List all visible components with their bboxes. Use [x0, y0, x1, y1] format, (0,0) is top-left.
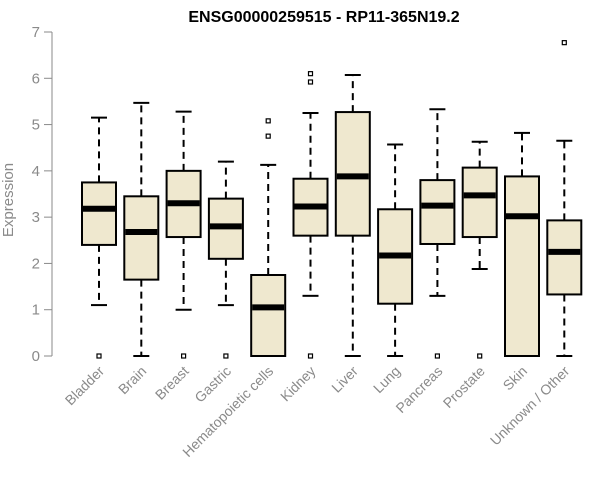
box-unknown-other: [546, 40, 583, 357]
box-pancreas: [419, 108, 456, 359]
chart-title: ENSG00000259515 - RP11-365N19.2: [188, 9, 459, 26]
box-lung: [377, 143, 414, 357]
x-tick-label: Lung: [370, 363, 403, 396]
boxes-group: [81, 40, 583, 359]
outlier-point: [307, 79, 314, 85]
y-tick-label: 4: [32, 163, 40, 180]
box-skin: [504, 131, 540, 357]
x-tick-label: Skin: [500, 363, 531, 394]
y-tick-label: 3: [32, 209, 40, 226]
iqr-box: [250, 274, 287, 357]
box-liver: [334, 74, 371, 357]
box-bladder: [81, 116, 117, 359]
outlier-point: [307, 353, 314, 359]
iqr-box: [546, 219, 583, 296]
y-tick-label: 5: [32, 117, 40, 134]
outlier-point: [307, 71, 314, 77]
outlier-point: [181, 353, 187, 359]
iqr-box: [419, 179, 456, 245]
box-brain: [123, 101, 160, 357]
outlier-point: [265, 118, 271, 124]
outlier-point: [477, 353, 483, 359]
x-tick-label: Prostate: [440, 363, 488, 411]
box-kidney: [292, 71, 329, 359]
x-tick-label: Pancreas: [392, 363, 445, 416]
iqr-box: [461, 166, 498, 239]
outlier-point: [434, 353, 440, 359]
x-tick-label: Breast: [152, 363, 192, 403]
y-axis-label: Expression: [0, 163, 17, 237]
y-axis: 0 1 2 3 4 5 6 7: [32, 24, 53, 365]
box-breast: [165, 110, 202, 359]
outlier-point: [265, 133, 271, 139]
x-tick-label: Kidney: [277, 363, 319, 405]
box-prostate: [461, 140, 498, 359]
x-tick-label: Brain: [115, 363, 149, 397]
iqr-box: [504, 175, 540, 357]
y-tick-label: 1: [32, 302, 40, 319]
x-tick-label: Unknown / Other: [487, 363, 573, 449]
iqr-box: [123, 195, 160, 281]
outlier-point: [223, 353, 229, 359]
y-tick-label: 6: [32, 70, 40, 87]
outlier-point: [561, 40, 567, 46]
outlier-point: [96, 353, 102, 359]
x-tick-label: Liver: [328, 363, 361, 396]
x-tick-label: Bladder: [62, 363, 108, 409]
iqr-box: [81, 181, 117, 246]
y-tick-label: 7: [32, 24, 40, 41]
box-hematopoietic-cells: [250, 118, 287, 357]
y-tick-label: 0: [32, 348, 40, 365]
y-tick-label: 2: [32, 255, 40, 272]
box-gastric: [207, 160, 244, 359]
